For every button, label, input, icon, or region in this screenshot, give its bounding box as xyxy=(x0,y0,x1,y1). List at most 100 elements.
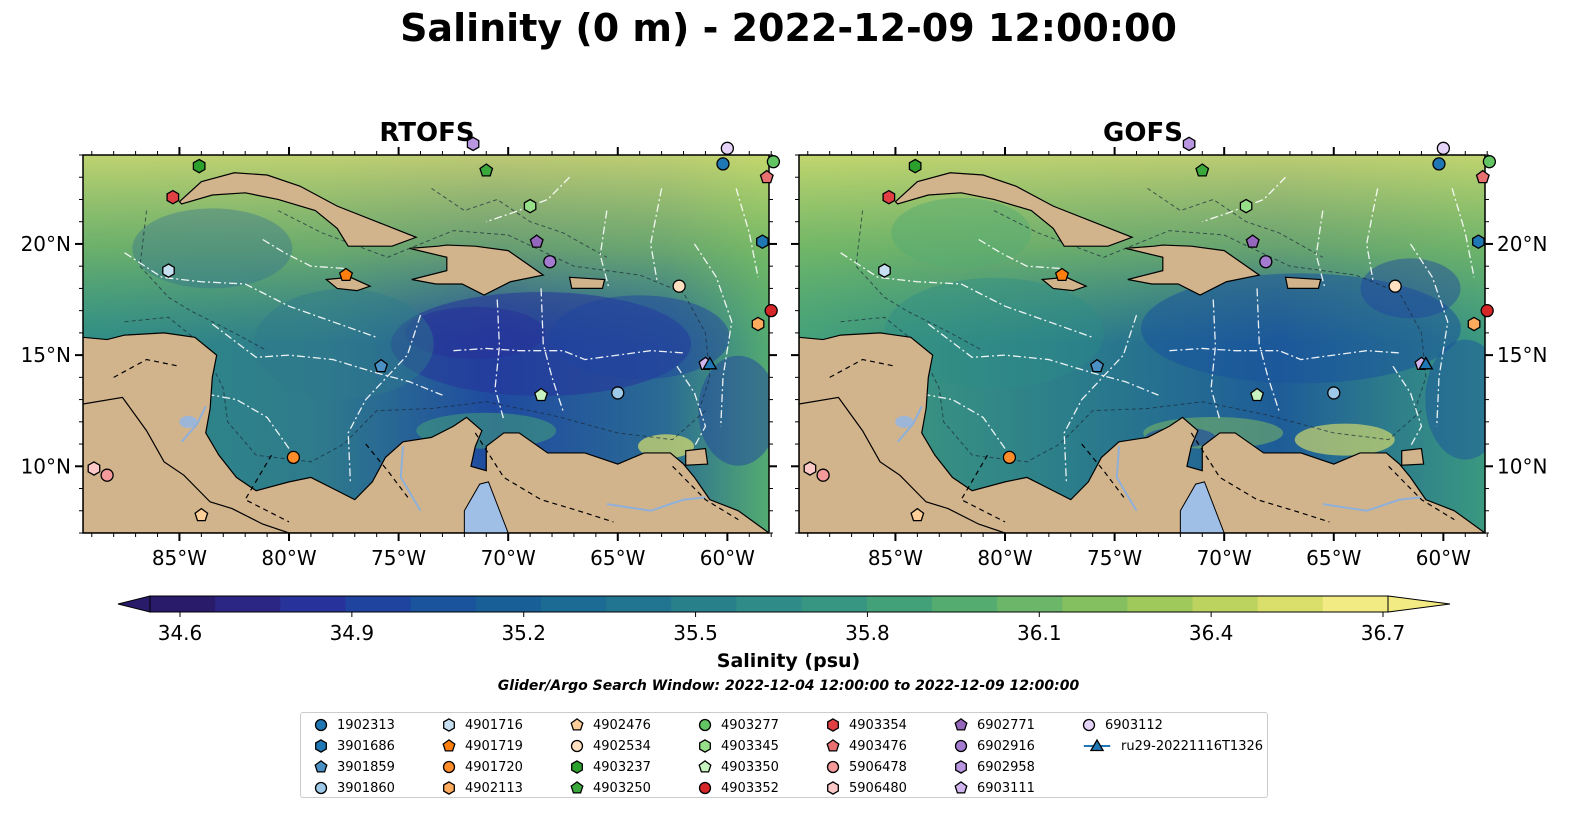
colorbar-segment xyxy=(1322,596,1389,612)
colorbar-outline xyxy=(149,595,1389,613)
salinity-feature xyxy=(405,306,546,359)
eez-boundary xyxy=(262,238,344,270)
legend-marker xyxy=(443,781,455,795)
land-puerto-rico xyxy=(568,276,606,290)
legend-entry: 4903250 xyxy=(569,778,651,798)
lon-label: 60°W xyxy=(700,546,755,570)
lon-label: 80°W xyxy=(977,546,1032,570)
legend: 1902313 3901686 3901859 3901860 4901716 49017… xyxy=(300,712,1268,798)
legend-entry: 4903352 xyxy=(697,778,779,798)
lat-label: 15°N xyxy=(1497,343,1547,367)
legend-label: 4903352 xyxy=(721,780,779,796)
legend-marker xyxy=(570,739,584,753)
colorbar-tick-label: 34.6 xyxy=(158,621,203,645)
legend-label: 4901720 xyxy=(465,759,523,775)
observation-marker xyxy=(1250,387,1265,402)
observation-marker xyxy=(1259,255,1273,269)
legend-entry: 6902958 xyxy=(953,757,1035,777)
country-border xyxy=(672,465,739,521)
legend-marker xyxy=(314,718,328,732)
legend-label: 4902113 xyxy=(465,780,523,796)
legend-marker xyxy=(698,718,712,732)
land-cuba xyxy=(178,172,418,247)
river xyxy=(1322,496,1422,512)
legend-marker-icon xyxy=(570,739,584,753)
legend-marker xyxy=(570,781,584,794)
observation-marker xyxy=(908,158,922,174)
legend-label: 4903476 xyxy=(849,738,907,754)
lat-label: 20°N xyxy=(1497,232,1547,256)
colorbar-segment xyxy=(1257,596,1324,612)
eez-boundary xyxy=(494,299,505,420)
country-border xyxy=(244,454,290,523)
legend-label: 4903250 xyxy=(593,780,651,796)
observation-marker xyxy=(759,169,774,184)
legend-marker-icon xyxy=(442,739,456,752)
legend-entry: 4903476 xyxy=(825,736,907,756)
lake-nicaragua xyxy=(179,415,198,428)
colorbar-segment xyxy=(410,596,477,612)
observation-marker xyxy=(1432,157,1446,171)
legend-marker xyxy=(827,718,839,732)
lon-label: 65°W xyxy=(590,546,645,570)
eez-boundary xyxy=(978,238,1060,270)
legend-marker xyxy=(954,781,968,794)
colorbar-tick-label: 36.7 xyxy=(1361,621,1406,645)
legend-marker xyxy=(315,739,327,753)
legend-label: 6902958 xyxy=(977,759,1035,775)
land-trinidad xyxy=(685,447,709,466)
axis-labels: 85°W 80°W 75°W 70°W 65°W 60°W 85°W 80°W 75°W 70°W… xyxy=(21,232,1548,570)
land-cuba xyxy=(894,172,1134,247)
country-border xyxy=(829,358,896,378)
legend-marker-icon xyxy=(826,760,840,774)
legend-entry: 4903277 xyxy=(697,715,779,735)
colorbar-segment xyxy=(671,596,737,612)
legend-marker xyxy=(1089,738,1105,752)
observation-marker xyxy=(1182,136,1196,152)
legend-marker xyxy=(442,760,456,774)
observation-marker xyxy=(882,189,896,205)
legend-marker-icon xyxy=(699,739,711,753)
legend-marker xyxy=(571,760,583,774)
legend-label: 4903354 xyxy=(849,717,907,733)
legend-marker-icon xyxy=(954,718,968,731)
search-window-text: Glider/Argo Search Window: 2022-12-04 12… xyxy=(497,678,1080,694)
lon-label: 80°W xyxy=(261,546,316,570)
pacific-coastline xyxy=(799,396,1006,533)
observation-marker xyxy=(87,461,101,476)
legend-entry: 4902113 xyxy=(441,778,523,798)
observation-marker xyxy=(374,358,389,373)
bathymetry-contour xyxy=(277,210,711,411)
legend-marker xyxy=(314,781,328,795)
legend-marker xyxy=(826,760,840,774)
salinity-feature xyxy=(637,434,694,459)
legend-entry: 3901859 xyxy=(313,757,395,777)
legend-entry: 3901860 xyxy=(313,778,395,798)
legend-entry: 4903354 xyxy=(825,715,907,735)
salinity-feature xyxy=(1294,423,1395,456)
colorbar-segment xyxy=(736,596,803,612)
eez-boundary xyxy=(676,365,707,447)
legend-marker-icon xyxy=(827,718,839,732)
country-border xyxy=(365,443,411,501)
bathymetry-contour xyxy=(431,187,608,258)
eez-boundary xyxy=(927,323,1159,396)
legend-label: 6903111 xyxy=(977,780,1035,796)
observation-marker xyxy=(766,155,781,169)
legend-marker-icon xyxy=(955,760,967,774)
colorbar-segment xyxy=(345,596,412,612)
observation-marker xyxy=(672,279,686,293)
legend-entry: 4903345 xyxy=(697,736,779,756)
legend-marker-icon xyxy=(827,781,839,795)
colorbar-segment xyxy=(997,596,1063,612)
legend-entry: 4902534 xyxy=(569,736,651,756)
legend-marker-icon xyxy=(443,781,455,795)
bathymetry-contour xyxy=(993,210,1427,411)
observation-marker xyxy=(286,450,301,465)
observation-markers xyxy=(87,136,1497,522)
legend-marker xyxy=(314,760,328,773)
country-border xyxy=(960,454,1006,523)
observation-marker xyxy=(611,386,625,400)
pacific-coastline xyxy=(83,396,290,533)
observation-marker xyxy=(192,158,206,174)
